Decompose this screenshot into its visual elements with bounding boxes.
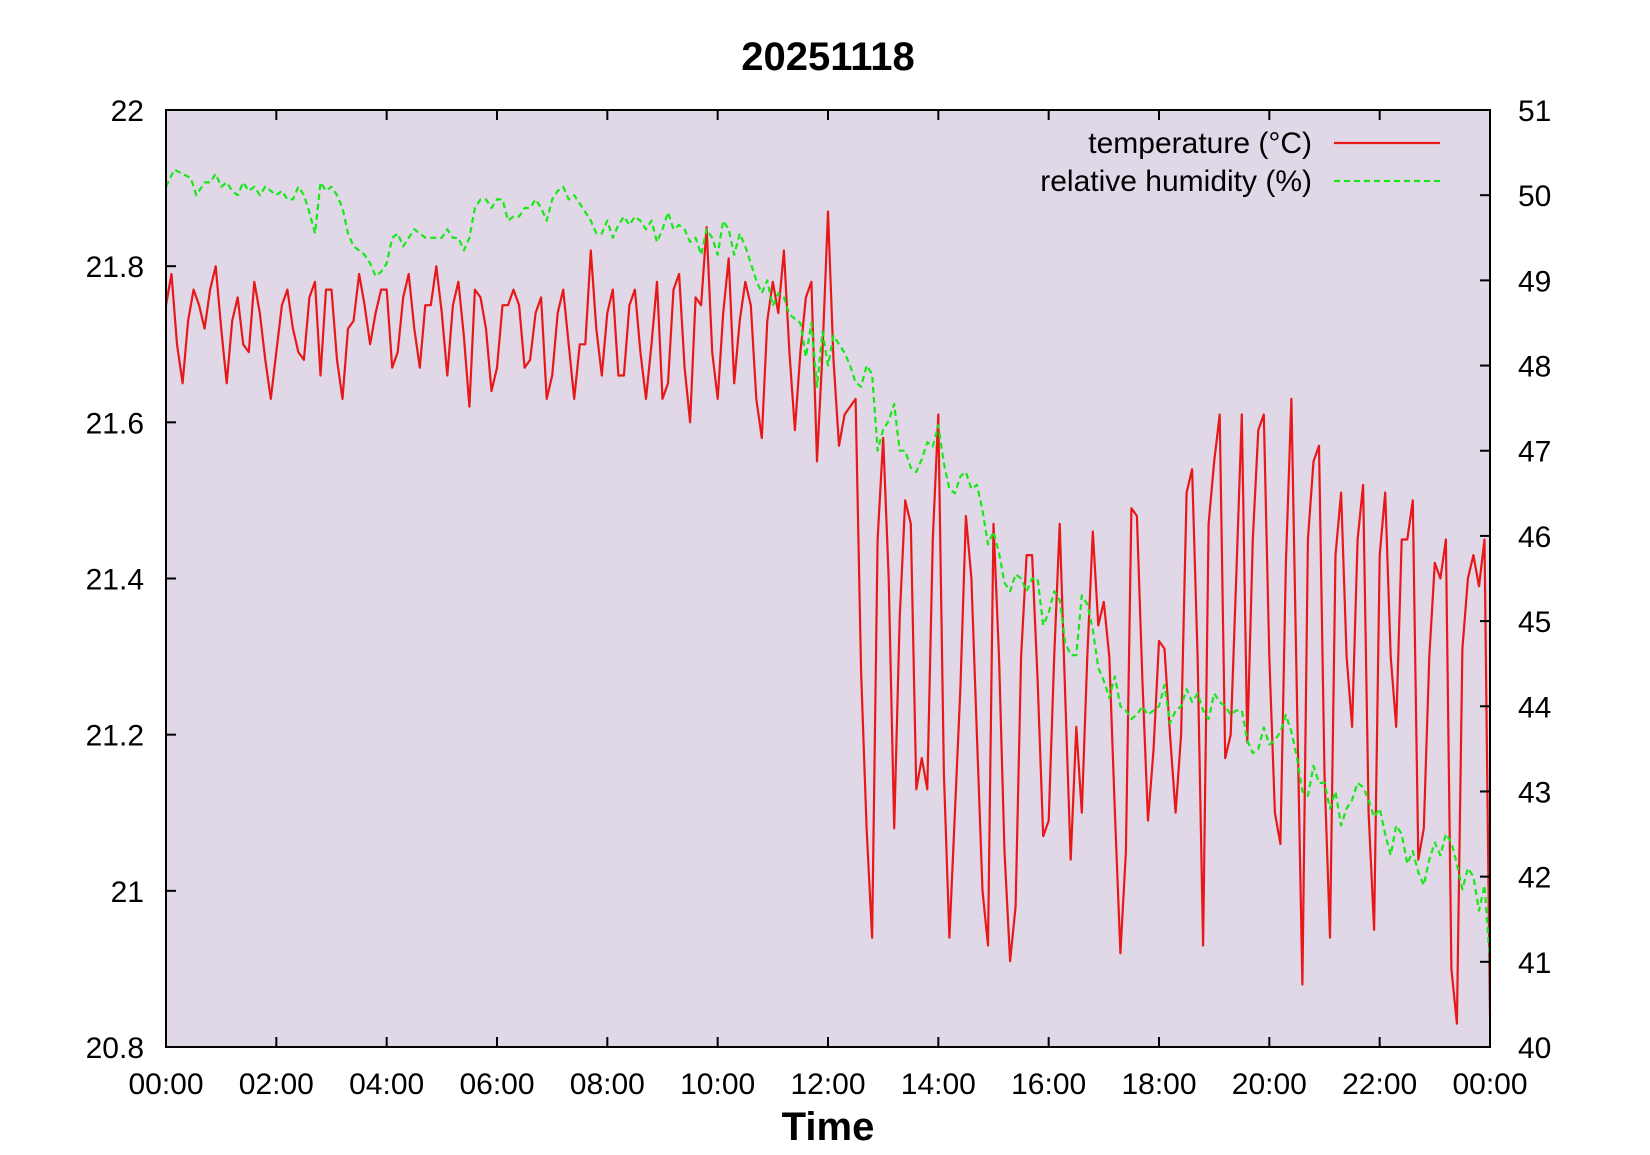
series-line-temperature [164, 210, 1492, 1025]
y2-tick-label: 50 [1518, 180, 1551, 213]
y2-tick-label: 48 [1518, 351, 1551, 384]
y2-tick-label: 42 [1518, 862, 1551, 895]
y-tick-label: 21.2 [86, 720, 144, 753]
legend-label: relative humidity (%) [1040, 165, 1312, 198]
y2-tick-label: 43 [1518, 776, 1551, 809]
y-tick-label: 21.4 [86, 564, 144, 597]
y-tick-label: 21.8 [86, 251, 144, 284]
legend-label: temperature (°C) [1088, 127, 1312, 160]
y2-tick-label: 49 [1518, 265, 1551, 298]
y-tick-label: 20.8 [86, 1032, 144, 1065]
x-tick-label: 08:00 [570, 1068, 645, 1101]
x-tick-label: 02:00 [239, 1068, 314, 1101]
y-tick-label: 22 [111, 95, 144, 128]
x-tick-label: 14:00 [901, 1068, 976, 1101]
y-tick-label: 21 [111, 876, 144, 909]
legend: temperature (°C) relative humidity (%) [1040, 127, 1440, 198]
x-tick-label: 22:00 [1342, 1068, 1417, 1101]
x-tick-label: 00:00 [128, 1068, 203, 1101]
series-line-humidity [165, 168, 1492, 962]
y2-tick-label: 47 [1518, 436, 1551, 469]
y2-tick-label: 44 [1518, 691, 1551, 724]
y-tick-label: 21.6 [86, 407, 144, 440]
y2-tick-label: 40 [1518, 1032, 1551, 1065]
series-layer [164, 168, 1492, 1025]
chart-title: 20251118 [741, 35, 915, 79]
x-tick-label: 12:00 [790, 1068, 865, 1101]
x-tick-label: 20:00 [1232, 1068, 1307, 1101]
y2-tick-label: 45 [1518, 606, 1551, 639]
x-tick-label: 16:00 [1011, 1068, 1086, 1101]
x-tick-label: 10:00 [680, 1068, 755, 1101]
x-axis-label: Time [782, 1105, 875, 1149]
y2-tick-label: 51 [1518, 95, 1551, 128]
plot-background [166, 110, 1490, 1047]
x-tick-label: 00:00 [1452, 1068, 1527, 1101]
x-tick-label: 06:00 [459, 1068, 534, 1101]
y2-tick-label: 41 [1518, 947, 1551, 980]
ticks-layer: 00:00 02:00 04:00 06:00 08:00 10:00 12:00 14:00… [86, 95, 1552, 1101]
x-tick-label: 18:00 [1121, 1068, 1196, 1101]
y2-tick-label: 46 [1518, 521, 1551, 554]
x-tick-label: 04:00 [349, 1068, 424, 1101]
